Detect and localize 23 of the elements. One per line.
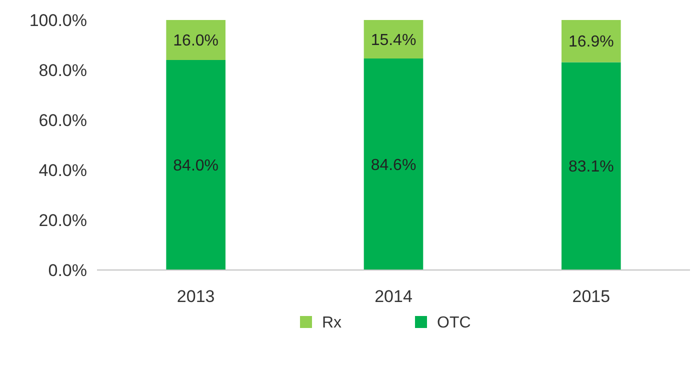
y-tick-label: 20.0%: [38, 210, 87, 230]
data-label: 16.0%: [173, 32, 219, 50]
bar: [562, 62, 621, 270]
data-label: 84.0%: [173, 158, 219, 175]
data-label: 83.1%: [568, 158, 614, 176]
bar: [562, 20, 621, 62]
x-tick-label: 2014: [374, 287, 412, 306]
y-tick-label: 100.0%: [29, 10, 87, 30]
x-tick-label: 2015: [572, 287, 610, 306]
legend-label: OTC: [437, 314, 471, 332]
x-tick-label: 2013: [176, 287, 215, 306]
bar: [364, 58, 424, 270]
data-label: 84.6%: [370, 156, 416, 174]
data-label: 16.9%: [568, 34, 614, 51]
bar: [166, 60, 226, 270]
bar: [166, 20, 226, 60]
y-tick-label: 40.0%: [38, 160, 87, 180]
y-tick-label: 80.0%: [38, 60, 87, 80]
legend-label: Rx: [322, 314, 342, 332]
y-tick-label: 60.0%: [38, 110, 87, 130]
y-tick-label: 0.0%: [48, 260, 87, 280]
data-label: 15.4%: [370, 32, 416, 49]
bar: [364, 20, 424, 58]
